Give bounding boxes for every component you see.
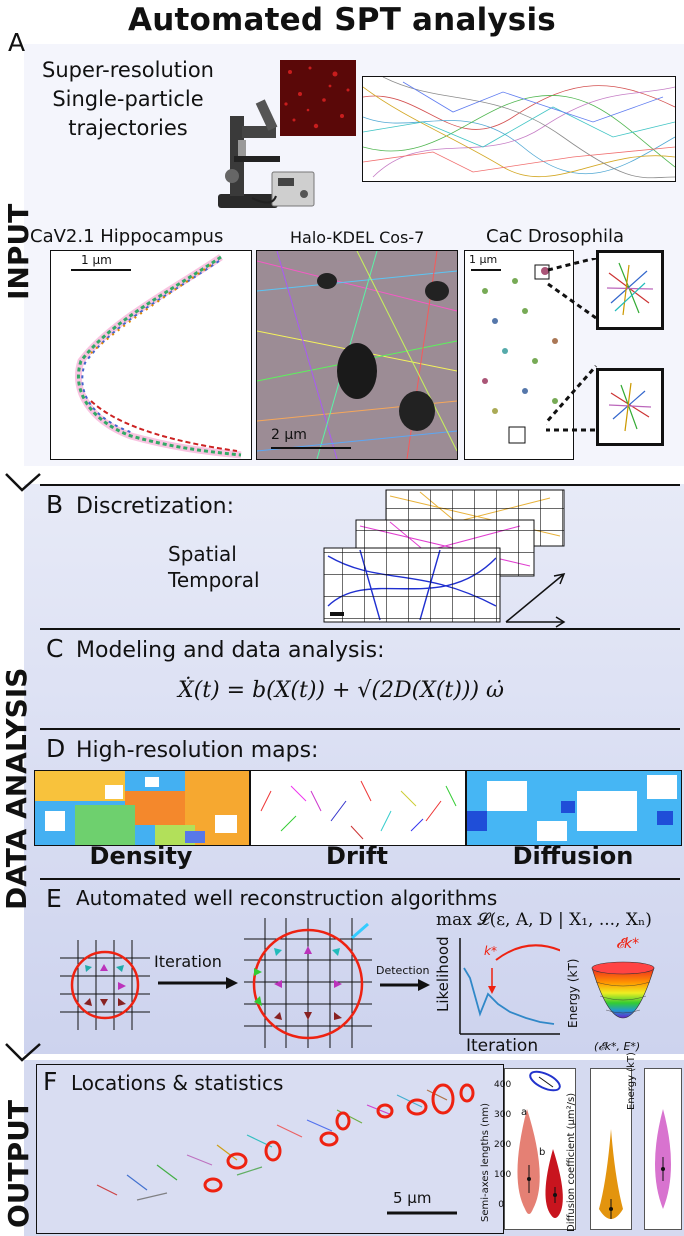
drift-map [250,770,466,846]
scale-bar [71,269,131,271]
panel-e-title: Automated well reconstruction algorithms [76,886,498,910]
locations-panel: F Locations & statistics 5 µm [36,1064,504,1234]
divider [40,484,680,486]
iteration-axis-label: Iteration [466,1036,539,1056]
ellipse-label-a: a [521,1107,528,1118]
scale-bar [271,447,351,449]
tick: 100 [494,1170,512,1180]
caption-line: Single-particle [52,87,204,111]
iteration-label: Iteration [154,952,222,971]
locations-trajectories [96,1083,475,1215]
scale-bar [471,269,501,271]
cos7-panel: 2 µm [256,250,458,460]
energy-violin-shape [655,1109,671,1209]
likelihood-axis-label: Likelihood [434,936,452,1012]
panel-d-title: High-resolution maps: [76,738,319,763]
detection-label: Detection [376,964,430,977]
bowl-top-label: 𝓔k* [616,936,640,952]
ellipse-label-b: b [539,1147,546,1158]
arrow-icon [380,979,430,991]
figure-title: Automated SPT analysis [128,2,556,38]
caption-line: trajectories [68,116,188,140]
diffusion-violin [590,1068,632,1230]
density-map [34,770,250,846]
scale-bar-label: 1 µm [469,253,498,266]
grid-small [60,940,150,1030]
divider [40,628,680,630]
scale-bar-label: 5 µm [393,1189,432,1207]
energy-violin [644,1068,682,1230]
tick: 200 [494,1140,512,1150]
chevron-down-icon [5,473,41,492]
input-side-label: INPUT [2,203,35,300]
panel-f-title: Locations & statistics [71,1071,284,1095]
diffusion-map [466,770,682,846]
scale-bar-label: 1 µm [81,253,112,267]
zoom-inset-top [596,250,664,330]
output-side-label: OUTPUT [2,1100,35,1228]
zoom-inset-bottom [596,368,664,446]
discretization-grids [323,489,566,628]
panel-c-title: Modeling and data analysis: [76,638,385,663]
panel-f-letter: F [43,1067,58,1096]
data-analysis-side-label: DATA ANALYSIS [0,667,33,910]
tick: 300 [494,1110,512,1120]
drosophila-panel: 1 µm [464,250,574,460]
drosophila-clusters [482,264,558,444]
likelihood-plot [459,938,560,1035]
panel-b-title: Discretization: [76,494,235,519]
k-star-label: k* [484,944,497,958]
drift-label: Drift [326,842,388,870]
semi-axes-ticks: 400 300 200 100 0 [494,1070,512,1220]
tick: 400 [494,1080,512,1090]
temporal-label: Temporal [168,568,260,592]
energy-axis-label: Energy (kT) [566,958,580,1028]
semi-axes-axis-label: Semi-axes lengths (nm) [480,1102,491,1222]
energy-bowl-icon [591,961,655,1019]
super-resolution-image [280,60,356,136]
langevin-equation: Ẋ(t) = b(X(t)) + √(2D(X(t))) ω̇ [177,678,504,703]
density-label: Density [89,842,193,870]
semi-axes-violin: a b [504,1068,576,1230]
panel-d-letter: D [46,734,66,763]
arrow-icon [158,977,238,989]
trajectories-overview [362,76,676,182]
grid-large [244,918,372,1048]
diffusion-violin-shape [599,1129,623,1219]
zoom-connectors [546,258,598,432]
divider [40,878,680,880]
scale-bar-label: 2 µm [271,427,307,443]
hippocampus-panel: 1 µm [50,250,252,460]
diffusion-label: Diffusion [512,842,634,870]
tick: 0 [498,1200,504,1210]
sample-label: Halo-KDEL Cos-7 [290,228,425,247]
caption-line: Super-resolution [41,58,214,82]
energy-axis-label: Energy (kT) [626,1052,637,1110]
sample-label: CaC Drosophila [486,226,625,247]
microscope-icon [218,99,315,208]
bowl-bottom-label: (𝓔k*, E*) [594,1040,641,1053]
panel-c-letter: C [46,634,64,663]
panel-e-letter: E [46,884,62,913]
panel-b-letter: B [46,490,64,519]
diffusion-axis-label: Diffusion coefficient (µm²/s) [566,1092,577,1232]
sample-label: CaV2.1 Hippocampus [30,226,224,247]
max-likelihood-formula: max 𝓛(ε, A, D | X₁, ..., Xₙ) [436,910,652,930]
panel-a-caption: Super-resolution Single-particle traject… [18,56,238,143]
chevron-down-icon [5,1043,41,1062]
cos7-trajectories [257,251,457,459]
divider [40,728,680,730]
panel-a-letter: A [8,28,26,57]
semi-axes-violins [517,1070,563,1218]
hippocampus-trajectories [74,254,242,459]
spatial-label: Spatial [168,542,237,566]
